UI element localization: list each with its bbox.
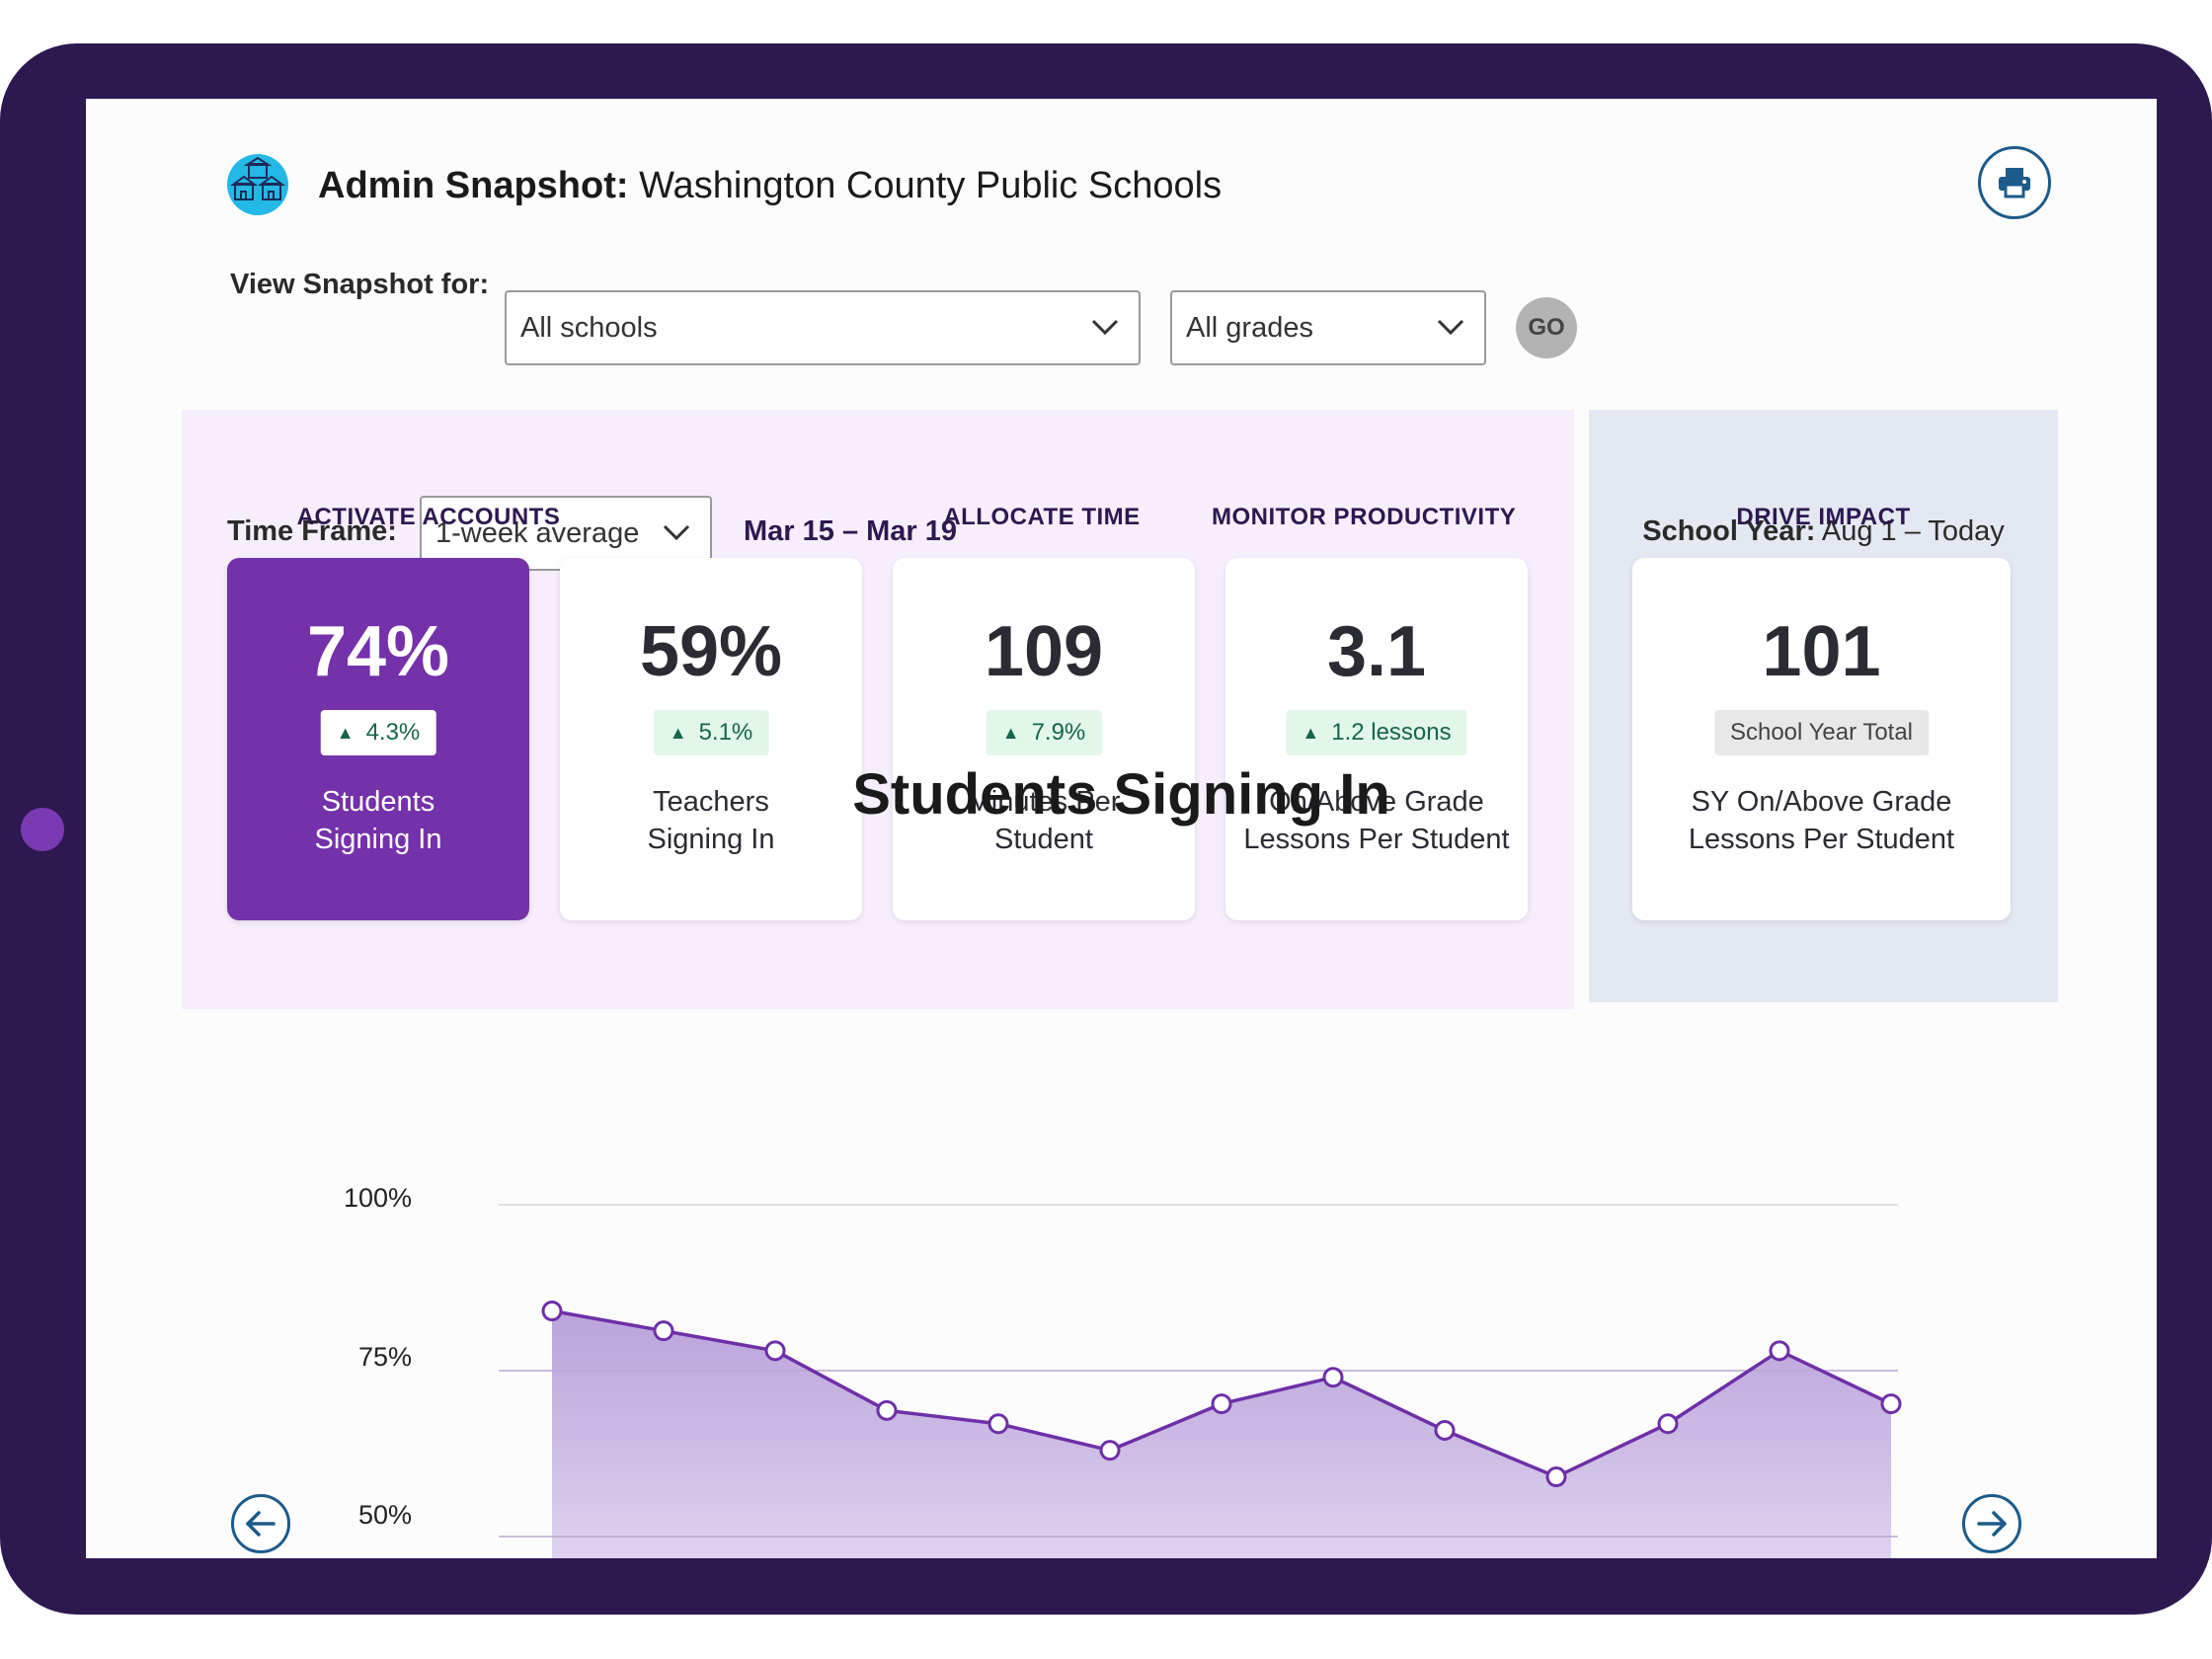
metric-value: 59% bbox=[639, 612, 783, 691]
page-title: Admin Snapshot: Washington County Public… bbox=[318, 158, 1222, 213]
time-frame-label: Time Frame: bbox=[227, 515, 397, 547]
data-point bbox=[653, 1320, 674, 1342]
chart-area bbox=[499, 1204, 1902, 1558]
print-icon bbox=[1999, 168, 2030, 198]
y-tick-label: 50% bbox=[357, 1500, 412, 1530]
data-point bbox=[1769, 1340, 1790, 1362]
screen: Admin Snapshot: Washington County Public… bbox=[86, 99, 2157, 1558]
data-point bbox=[1657, 1413, 1679, 1435]
section-allocate-time: ALLOCATE TIME bbox=[943, 504, 1141, 530]
change-value: 4.3% bbox=[365, 719, 421, 746]
chevron-down-icon bbox=[1091, 319, 1119, 336]
data-point bbox=[1880, 1393, 1902, 1415]
triangle-up-icon: ▲ bbox=[336, 722, 355, 743]
grade-select-value: All grades bbox=[1186, 311, 1313, 344]
date-range: Mar 15 – Mar 19 bbox=[744, 515, 958, 547]
metric-label: On/Above Grade Lessons Per Student bbox=[1243, 786, 1510, 855]
data-point bbox=[876, 1399, 898, 1421]
previous-button[interactable] bbox=[231, 1494, 290, 1553]
metric-card-lessons-per-student[interactable]: 3.1 ▲ 1.2 lessons On/Above Grade Lessons … bbox=[1225, 558, 1528, 920]
metric-card-minutes-per-student[interactable]: 109 ▲ 7.9% Minutes Per Student bbox=[893, 558, 1195, 920]
title-bold: Admin Snapshot: bbox=[318, 165, 629, 206]
change-badge: ▲ 4.3% bbox=[320, 710, 436, 755]
change-badge: ▲ 7.9% bbox=[986, 710, 1102, 755]
view-snapshot-label: View Snapshot for: bbox=[230, 269, 490, 300]
metric-value: 101 bbox=[1762, 612, 1881, 691]
y-tick-label: 75% bbox=[357, 1342, 412, 1372]
metric-label: Teachers Signing In bbox=[647, 786, 775, 855]
school-year-total-badge: School Year Total bbox=[1713, 710, 1930, 755]
data-point bbox=[1322, 1367, 1344, 1388]
change-value: 1.2 lessons bbox=[1331, 719, 1452, 746]
triangle-up-icon: ▲ bbox=[1302, 722, 1320, 743]
chart-title: Students Signing In bbox=[852, 762, 1390, 827]
triangle-up-icon: ▲ bbox=[669, 722, 687, 743]
metric-card-students-signing-in[interactable]: 74% ▲ 4.3% Students Signing In bbox=[227, 558, 529, 920]
metric-label: Minutes Per Student bbox=[967, 786, 1121, 855]
next-button[interactable] bbox=[1962, 1494, 2021, 1553]
triangle-up-icon: ▲ bbox=[1001, 722, 1020, 743]
change-badge: ▲ 1.2 lessons bbox=[1286, 710, 1467, 755]
home-button[interactable] bbox=[21, 808, 64, 851]
data-point bbox=[1211, 1393, 1232, 1415]
data-point bbox=[541, 1301, 563, 1322]
time-frame-value: 1-week average bbox=[435, 516, 640, 549]
y-tick-label: 100% bbox=[343, 1183, 412, 1213]
chevron-down-icon bbox=[663, 524, 690, 541]
metric-card-teachers-signing-in[interactable]: 59% ▲ 5.1% Teachers Signing In bbox=[560, 558, 862, 920]
title-district: Washington County Public Schools bbox=[628, 165, 1223, 206]
data-point bbox=[764, 1340, 786, 1362]
school-year-label: School Year: Aug 1 – Today bbox=[1589, 502, 2058, 561]
tablet-frame: Admin Snapshot: Washington County Public… bbox=[0, 43, 2212, 1615]
grade-select[interactable]: All grades bbox=[1170, 290, 1486, 365]
data-point bbox=[1434, 1419, 1456, 1441]
school-select-value: All schools bbox=[520, 311, 658, 344]
data-point bbox=[988, 1413, 1009, 1435]
change-badge: ▲ 5.1% bbox=[653, 710, 769, 755]
section-drive-impact: DRIVE IMPACT bbox=[1736, 504, 1911, 530]
arrow-left-icon bbox=[246, 1511, 276, 1537]
metric-value: 74% bbox=[306, 612, 450, 691]
go-button[interactable]: GO bbox=[1516, 297, 1577, 358]
school-year-title: School Year: bbox=[1642, 515, 1816, 547]
metric-value: 3.1 bbox=[1326, 612, 1427, 691]
metric-card-sy-lessons-per-student[interactable]: 101 School Year Total SY On/Above Grade … bbox=[1632, 558, 2011, 920]
change-value: 5.1% bbox=[698, 719, 753, 746]
metric-label: Students Signing In bbox=[314, 786, 442, 855]
arrow-right-icon bbox=[1977, 1511, 2007, 1537]
school-year-range: Aug 1 – Today bbox=[1815, 515, 2005, 547]
schools-icon bbox=[227, 154, 288, 215]
school-select[interactable]: All schools bbox=[505, 290, 1141, 365]
chevron-down-icon bbox=[1437, 319, 1464, 336]
data-point bbox=[1099, 1440, 1121, 1462]
metric-value: 109 bbox=[984, 612, 1104, 691]
data-point bbox=[1545, 1466, 1567, 1488]
section-activate-accounts: ACTIVATE ACCOUNTS bbox=[296, 504, 561, 530]
metric-label: SY On/Above Grade Lessons Per Student bbox=[1688, 786, 1955, 855]
section-monitor-productivity: MONITOR PRODUCTIVITY bbox=[1212, 504, 1517, 530]
area-fill bbox=[552, 1310, 1891, 1558]
print-button[interactable] bbox=[1978, 146, 2051, 219]
change-value: 7.9% bbox=[1031, 719, 1086, 746]
